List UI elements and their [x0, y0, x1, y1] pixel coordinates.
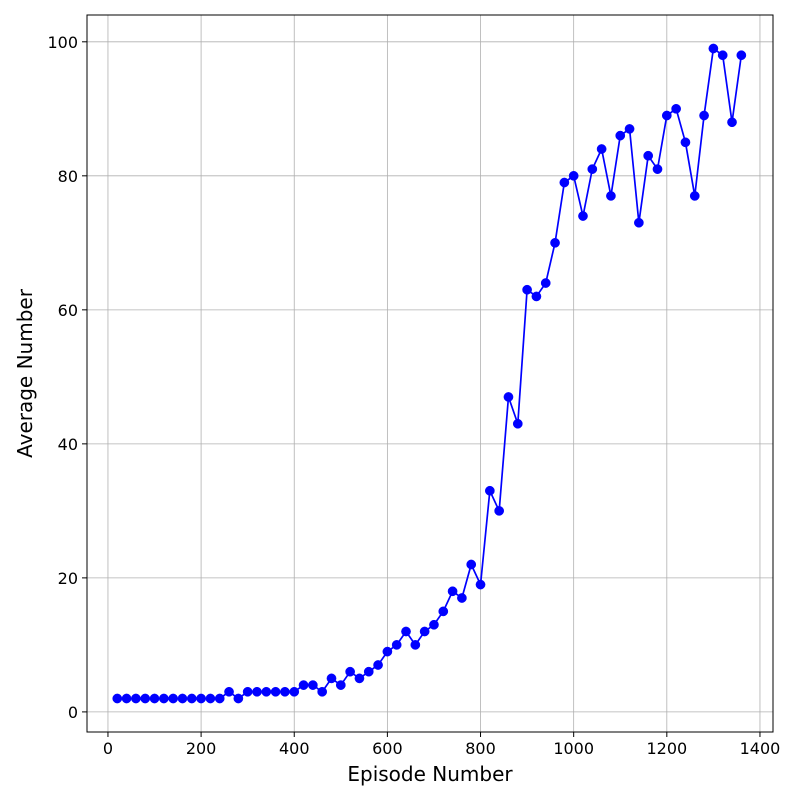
data-point	[335, 680, 346, 690]
data-point	[168, 693, 179, 704]
x-tick-label: 1200	[646, 739, 687, 758]
data-point	[717, 50, 728, 61]
data-point	[578, 211, 588, 221]
y-tick-label: 20	[58, 569, 78, 588]
data-point	[391, 640, 402, 650]
data-point	[196, 693, 206, 704]
data-point	[634, 217, 644, 228]
data-point	[568, 170, 579, 181]
data-point	[326, 673, 337, 684]
data-point	[317, 686, 328, 697]
data-point	[112, 693, 123, 704]
y-axis-label: Average Number	[13, 288, 37, 458]
x-tick-label: 0	[103, 739, 113, 758]
data-point	[587, 164, 598, 174]
data-point	[149, 693, 160, 704]
data-point	[540, 278, 551, 288]
data-point	[494, 506, 505, 516]
data-point	[643, 150, 654, 161]
data-point	[429, 619, 439, 630]
data-point	[177, 693, 188, 704]
x-tick-label: 1000	[553, 739, 594, 758]
x-tick-label: 200	[186, 739, 217, 758]
data-point	[280, 686, 290, 697]
data-point	[447, 586, 458, 597]
data-point	[186, 693, 197, 704]
data-point	[699, 110, 709, 121]
data-point	[345, 666, 355, 677]
data-point	[689, 191, 700, 201]
x-tick-label: 1400	[740, 739, 781, 758]
data-point	[624, 124, 635, 134]
data-point	[736, 50, 747, 61]
data-point	[308, 680, 318, 690]
data-point	[596, 144, 607, 154]
data-point	[233, 693, 244, 704]
data-point	[512, 418, 523, 429]
data-point	[457, 593, 467, 603]
data-point	[224, 686, 234, 697]
data-point	[466, 559, 477, 570]
data-point	[708, 43, 719, 54]
plot-frame	[86, 14, 774, 733]
data-point	[503, 392, 514, 402]
data-point	[373, 660, 383, 670]
data-point	[661, 110, 672, 121]
series	[112, 43, 747, 704]
data-point	[652, 164, 663, 174]
x-axis-label: Episode Number	[347, 762, 513, 786]
data-point	[615, 130, 626, 141]
data-point	[550, 237, 560, 248]
data-point	[261, 686, 272, 697]
data-point	[205, 693, 216, 704]
data-point	[252, 686, 262, 697]
data-point	[522, 284, 532, 295]
data-point	[140, 693, 151, 704]
x-tick-label: 400	[279, 739, 310, 758]
labels: 0 200 400 600 800 1000 1200 1400 0 20 40 60 80 100 Epi…	[13, 33, 780, 786]
y-tick-label: 0	[68, 703, 78, 722]
data-point	[438, 606, 449, 617]
data-point	[484, 485, 495, 496]
y-tick-label: 40	[58, 435, 78, 454]
data-point	[131, 693, 141, 704]
data-point	[363, 666, 374, 677]
data-point	[531, 291, 542, 302]
data-point	[680, 137, 691, 148]
data-point	[401, 626, 411, 637]
data-point	[410, 640, 421, 650]
data-point	[354, 673, 365, 684]
data-point	[158, 693, 169, 704]
data-point	[298, 680, 309, 690]
data-point	[419, 626, 430, 637]
series-line	[117, 46, 743, 700]
y-tick-label: 80	[58, 167, 78, 186]
y-tick-label: 60	[58, 301, 78, 320]
data-point	[270, 686, 281, 697]
data-point	[121, 693, 132, 704]
data-point	[727, 117, 737, 128]
data-point	[606, 191, 616, 201]
grid	[87, 15, 773, 732]
data-point	[242, 686, 253, 697]
data-point	[559, 177, 570, 188]
x-tick-label: 600	[372, 739, 403, 758]
data-point	[671, 103, 681, 114]
data-point	[289, 686, 300, 697]
data-point	[214, 693, 225, 704]
data-point	[382, 646, 393, 657]
data-point	[475, 579, 486, 590]
x-tick-label: 800	[465, 739, 496, 758]
y-tick-label: 100	[47, 33, 78, 52]
axes	[82, 14, 774, 737]
